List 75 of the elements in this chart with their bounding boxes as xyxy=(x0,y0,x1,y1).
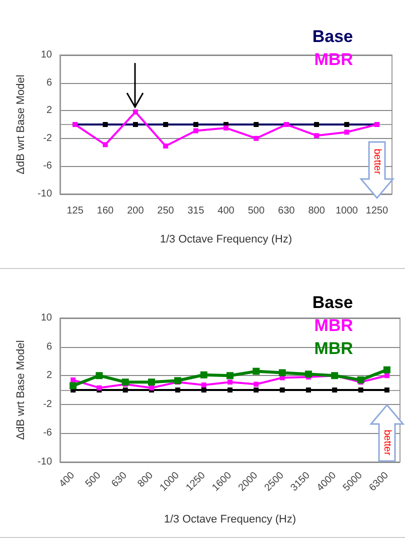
y-tick-label: 10 xyxy=(40,50,52,60)
point xyxy=(193,128,198,134)
point xyxy=(70,377,76,382)
point xyxy=(252,368,260,375)
x-axis-title: 1/3 Octave Frequency (Hz) xyxy=(160,234,292,246)
x-tick-label: 315 xyxy=(187,206,205,216)
x-tick-label: 125 xyxy=(66,206,84,216)
series-label: MBR xyxy=(313,338,353,360)
point xyxy=(224,125,228,130)
y-tick-label: 6 xyxy=(46,341,52,352)
point xyxy=(254,382,259,387)
y-tick-label: 6 xyxy=(46,77,52,88)
x-tick-label: 1250 xyxy=(366,206,388,216)
x-tick-label: 1000 xyxy=(336,206,358,216)
point xyxy=(201,388,206,392)
x-tick-label: 160 xyxy=(96,206,114,216)
point xyxy=(163,144,168,149)
point xyxy=(306,388,311,392)
point xyxy=(344,130,350,135)
y-tick-label: -6 xyxy=(43,160,52,172)
y-tick-label: -2 xyxy=(43,398,52,410)
text: MBR xyxy=(313,315,353,337)
point xyxy=(228,380,232,385)
point xyxy=(102,142,108,148)
x-tick-label: 400 xyxy=(218,206,235,216)
x-tick-label: 250 xyxy=(157,206,174,216)
point xyxy=(278,369,286,376)
point xyxy=(174,377,182,384)
point xyxy=(201,382,206,388)
y-tick-label: -10 xyxy=(38,188,52,200)
point xyxy=(254,136,259,141)
point xyxy=(122,388,128,392)
point xyxy=(358,388,364,392)
text: Base xyxy=(312,26,353,48)
point xyxy=(314,133,320,138)
point xyxy=(175,388,180,392)
y-axis-title: ΔdB wrt Base Model xyxy=(15,340,28,440)
point xyxy=(384,388,390,392)
point xyxy=(357,376,364,384)
point xyxy=(200,371,208,378)
x-tick-label: 800 xyxy=(136,470,156,490)
point xyxy=(122,378,129,386)
x-axis-title: 1/3 Octave Frequency (Hz) xyxy=(164,514,296,526)
y-tick-label: 2 xyxy=(46,370,52,382)
point xyxy=(228,388,232,392)
text: MBR xyxy=(313,49,353,71)
y-tick-label: 2 xyxy=(46,105,52,116)
y-tick-label: -6 xyxy=(43,428,52,439)
point xyxy=(280,388,285,392)
x-tick-label: 800 xyxy=(308,206,326,216)
y-tick-label: -10 xyxy=(38,456,52,468)
point xyxy=(254,388,259,392)
text: Base xyxy=(312,292,353,314)
point xyxy=(132,109,138,114)
point xyxy=(383,366,390,374)
point xyxy=(384,373,390,378)
point xyxy=(70,382,77,390)
y-tick-label: 10 xyxy=(40,312,52,324)
y-axis-title: ΔdB wrt Base Model xyxy=(15,74,28,174)
annotation: better xyxy=(381,430,392,456)
y-tick-label: -2 xyxy=(43,132,52,144)
x-tick-label: 200 xyxy=(127,206,144,216)
point xyxy=(96,372,103,380)
point xyxy=(149,385,154,390)
point xyxy=(304,370,312,378)
point xyxy=(226,372,234,380)
x-tick-label: 500 xyxy=(84,470,104,490)
x-tick-label: 630 xyxy=(110,470,130,490)
point xyxy=(96,385,102,390)
annotation: better xyxy=(371,148,382,174)
point xyxy=(148,378,156,386)
x-tick-label: 500 xyxy=(248,206,265,216)
x-tick-label: 630 xyxy=(278,206,296,216)
point xyxy=(332,388,338,392)
x-tick-label: 400 xyxy=(57,470,78,490)
